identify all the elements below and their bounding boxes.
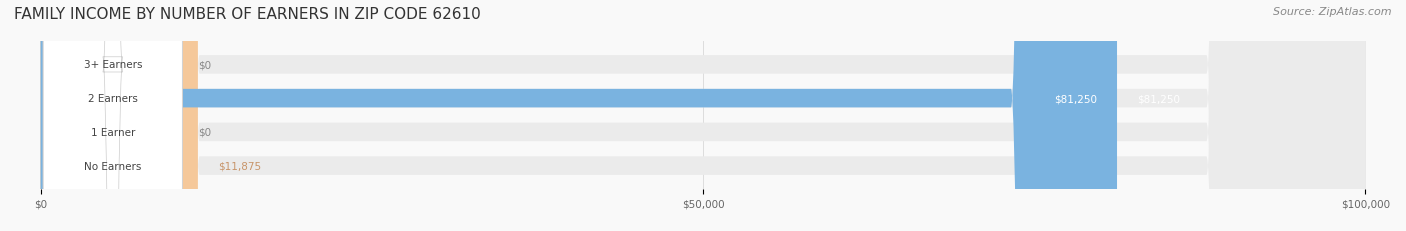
FancyBboxPatch shape: [44, 0, 183, 231]
Text: $11,875: $11,875: [218, 161, 262, 171]
Text: Source: ZipAtlas.com: Source: ZipAtlas.com: [1274, 7, 1392, 17]
Text: 3+ Earners: 3+ Earners: [83, 60, 142, 70]
Text: No Earners: No Earners: [84, 161, 142, 171]
FancyBboxPatch shape: [44, 0, 183, 231]
Text: 2 Earners: 2 Earners: [87, 94, 138, 104]
Text: 1 Earner: 1 Earner: [90, 127, 135, 137]
Text: $81,250: $81,250: [1054, 94, 1097, 104]
FancyBboxPatch shape: [44, 0, 183, 231]
Text: $81,250: $81,250: [1137, 94, 1180, 104]
FancyBboxPatch shape: [41, 0, 198, 231]
Text: $0: $0: [198, 60, 211, 70]
FancyBboxPatch shape: [41, 0, 1116, 231]
FancyBboxPatch shape: [41, 0, 1365, 231]
Text: $0: $0: [198, 127, 211, 137]
FancyBboxPatch shape: [44, 0, 183, 231]
FancyBboxPatch shape: [41, 0, 1365, 231]
Text: FAMILY INCOME BY NUMBER OF EARNERS IN ZIP CODE 62610: FAMILY INCOME BY NUMBER OF EARNERS IN ZI…: [14, 7, 481, 22]
FancyBboxPatch shape: [41, 0, 1365, 231]
FancyBboxPatch shape: [41, 0, 1365, 231]
